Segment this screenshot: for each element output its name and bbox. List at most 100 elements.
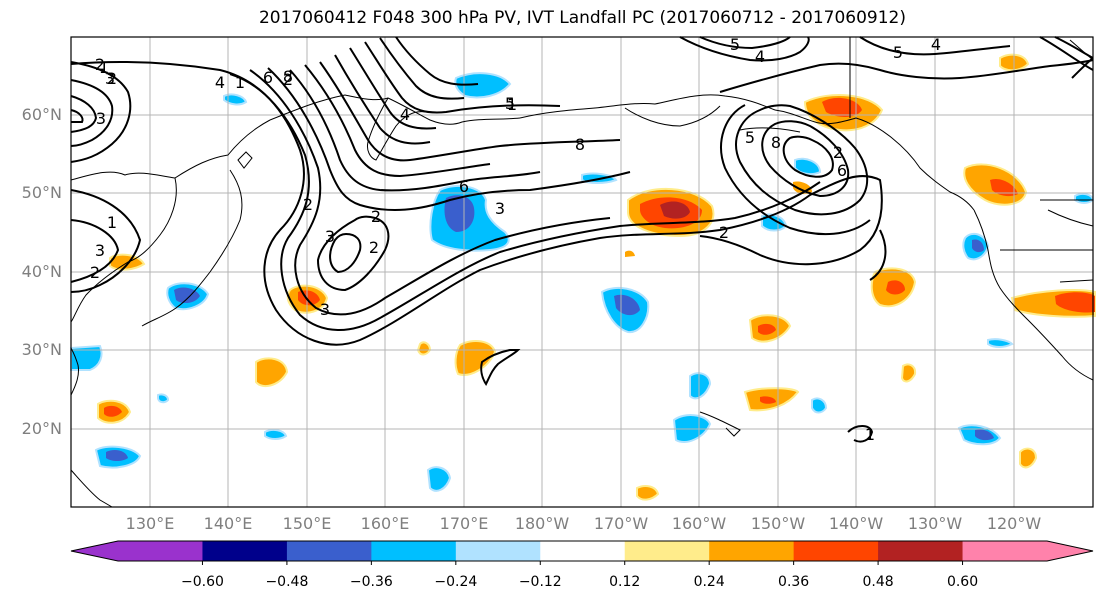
pos-anomaly	[990, 178, 1018, 197]
colorbar-segment	[878, 541, 964, 561]
contour-label: 1	[235, 73, 245, 92]
ivt-shading	[70, 53, 1096, 501]
lon-label: 160°W	[671, 514, 727, 533]
colorbar-arrow-right	[1047, 541, 1093, 561]
contour-label: 3	[105, 69, 115, 88]
contour-label: 6	[837, 161, 847, 180]
contour-label: 4	[215, 73, 225, 92]
pos-anomaly	[636, 485, 660, 501]
contour-label: 2	[95, 55, 105, 74]
neg-anomaly	[426, 466, 452, 492]
pos-anomaly	[104, 405, 122, 417]
lon-label: 170°W	[593, 514, 649, 533]
pos-anomaly	[1055, 292, 1095, 313]
neg-anomaly	[811, 397, 828, 414]
pos-anomaly	[760, 396, 776, 404]
pos-anomaly	[1019, 447, 1038, 469]
lon-label: 170°E	[439, 514, 489, 533]
contour-label: 1	[865, 425, 875, 444]
neg-anomaly	[454, 72, 512, 99]
colorbar-outline	[70, 540, 1094, 562]
contour-label: 2	[719, 223, 729, 242]
contour-label: 4	[755, 47, 765, 66]
lat-label: 30°N	[21, 340, 62, 359]
colorbar-segment	[709, 541, 795, 561]
lon-label: 150°E	[282, 514, 332, 533]
colorbar	[70, 540, 1094, 565]
contour-label: 8	[771, 133, 781, 152]
colorbar-arrow-left	[71, 541, 118, 561]
colorbar-tick-label: 0.24	[693, 574, 725, 590]
pos-anomaly	[454, 339, 497, 376]
lon-label: 130°E	[125, 514, 175, 533]
contour-label: 6	[459, 177, 469, 196]
colorbar-tick-label: 0.60	[946, 574, 979, 590]
pos-anomaly	[900, 363, 917, 383]
contour-label: 2	[303, 195, 313, 214]
lon-label: 120°W	[986, 514, 1042, 533]
contour-label: 8	[575, 135, 585, 154]
contour-label: 5	[745, 128, 755, 147]
contour-label: 3	[96, 109, 106, 128]
colorbar-tick-label: 0.48	[862, 574, 894, 590]
pos-anomaly	[255, 357, 289, 388]
colorbar-tick-label: −0.12	[518, 574, 562, 590]
lat-label: 40°N	[21, 262, 62, 281]
lon-label: 140°E	[203, 514, 253, 533]
neg-anomaly	[157, 393, 170, 404]
neg-anomaly	[106, 450, 128, 461]
contour-label: 1	[507, 95, 517, 114]
contour-label: 5	[730, 35, 740, 54]
colorbar-segment	[793, 541, 879, 561]
coastlines	[70, 37, 1094, 508]
contour-label: 1	[107, 213, 117, 232]
lat-label: 50°N	[21, 183, 62, 202]
colorbar-segment	[624, 541, 710, 561]
colorbar-tick-label: −0.60	[181, 574, 224, 590]
lon-label: 150°W	[750, 514, 806, 533]
lat-lon-grid	[71, 37, 1093, 507]
lon-label: 180°W	[514, 514, 570, 533]
lon-label: 130°W	[907, 514, 963, 533]
neg-anomaly	[1074, 192, 1095, 204]
neg-anomaly	[975, 429, 994, 441]
contour-label: 4	[931, 35, 941, 54]
colorbar-tick-label: −0.48	[265, 574, 309, 590]
colorbar-tick-label: 0.36	[778, 574, 810, 590]
colorbar-tick-label: −0.24	[434, 574, 478, 590]
contour-label: 4	[400, 105, 410, 124]
pos-anomaly	[758, 323, 776, 335]
contour-label: 3	[495, 199, 505, 218]
contour-label: 3	[320, 300, 330, 319]
pv-contours	[70, 36, 1094, 443]
colorbar-tick-label: 0.12	[609, 574, 641, 590]
contour-label: 2	[833, 143, 843, 162]
contour-label: 2	[90, 263, 100, 282]
lat-label: 20°N	[21, 419, 62, 438]
colorbar-segment	[202, 541, 288, 561]
neg-anomaly	[972, 239, 984, 253]
contour-label: 1	[99, 58, 109, 77]
colorbar-segment	[286, 541, 372, 561]
contour-label: 2	[107, 69, 117, 88]
pos-anomaly	[822, 97, 862, 117]
neg-anomaly	[987, 338, 1014, 348]
pos-anomaly	[886, 280, 905, 295]
colorbar-segment	[962, 541, 1048, 561]
neg-anomaly	[689, 372, 712, 400]
contour-label: 2	[371, 207, 381, 226]
colorbar-tick-label: −0.36	[349, 574, 393, 590]
neg-anomaly	[70, 344, 103, 371]
contour-label: 3	[95, 241, 105, 260]
chart-title: 2017060412 F048 300 hPa PV, IVT Landfall…	[258, 8, 906, 28]
contour-label: 5	[505, 94, 515, 113]
pos-anomaly	[625, 250, 635, 257]
contour-label: 5	[893, 43, 903, 62]
contour-label: 2	[283, 70, 293, 89]
pos-anomaly	[416, 341, 432, 356]
contour-label: 6	[263, 68, 273, 87]
pos-anomaly	[660, 201, 690, 219]
contour-label: 8	[283, 67, 293, 86]
